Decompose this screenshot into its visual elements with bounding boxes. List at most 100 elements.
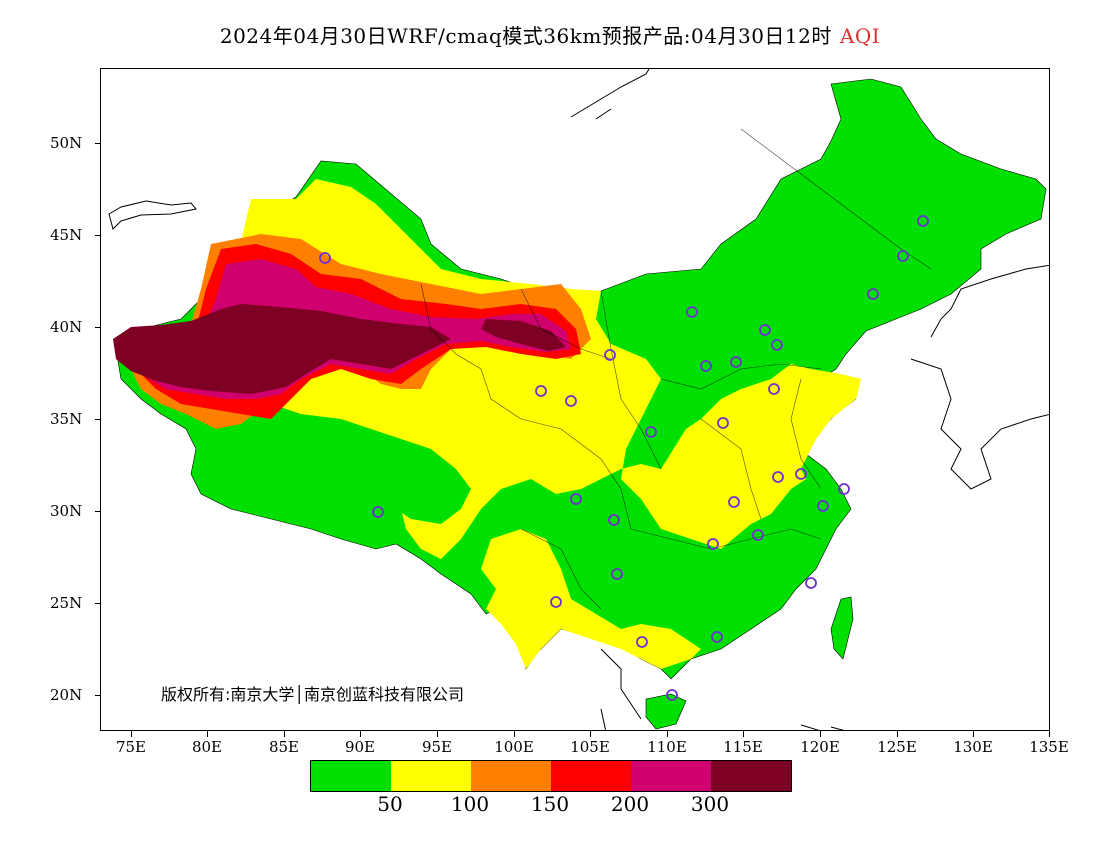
city-marker [867, 288, 879, 300]
city-marker [752, 529, 764, 541]
city-marker [805, 577, 817, 589]
x-label-125e: 125E [877, 738, 917, 756]
indochina-coast [600, 648, 642, 730]
x-tick [1049, 731, 1050, 737]
city-marker [611, 568, 623, 580]
west-lake-outline [108, 200, 197, 230]
x-label-135e: 135E [1029, 738, 1069, 756]
title-text: 2024年04月30日WRF/cmaq模式36km预报产品:04月30日12时 [219, 24, 832, 48]
legend-label-150: 150 [530, 792, 570, 816]
x-label-105e: 105E [570, 738, 610, 756]
city-marker [707, 538, 719, 550]
x-label-130e: 130E [953, 738, 993, 756]
north-coastline [570, 69, 650, 120]
aqi-map [108, 69, 1049, 730]
legend-swatch-very-unhealthy [631, 761, 711, 791]
x-tick [743, 731, 744, 737]
city-marker [319, 252, 331, 264]
x-tick [131, 731, 132, 737]
city-marker [717, 417, 729, 429]
legend-swatch-usg [471, 761, 551, 791]
map-title: 2024年04月30日WRF/cmaq模式36km预报产品:04月30日12时 A… [0, 20, 1100, 49]
city-marker [535, 385, 547, 397]
x-tick [820, 731, 821, 737]
y-label-40n: 40N [50, 318, 83, 336]
city-markers [319, 215, 929, 701]
y-label-20n: 20N [50, 686, 83, 704]
city-marker [772, 471, 784, 483]
city-marker [795, 468, 807, 480]
city-marker [768, 383, 780, 395]
city-marker [711, 631, 723, 643]
y-tick [95, 327, 101, 328]
legend-swatch-good [311, 761, 391, 791]
x-label-100e: 100E [494, 738, 534, 756]
city-marker [700, 360, 712, 372]
korea-japan-coast [910, 264, 1049, 490]
city-marker [817, 500, 829, 512]
x-tick [437, 731, 438, 737]
aqi-zone-moderate-sw [481, 529, 701, 669]
city-marker [730, 356, 742, 368]
x-tick [590, 731, 591, 737]
y-label-50n: 50N [50, 134, 83, 152]
legend-swatch-unhealthy [551, 761, 631, 791]
city-marker [372, 506, 384, 518]
city-marker [550, 596, 562, 608]
aqi-legend [310, 760, 792, 792]
x-label-80e: 80E [191, 738, 223, 756]
city-marker [897, 250, 909, 262]
legend-swatch-moderate [391, 761, 471, 791]
y-tick [95, 419, 101, 420]
x-label-115e: 115E [723, 738, 763, 756]
x-tick [667, 731, 668, 737]
city-marker [917, 215, 929, 227]
philippines-coast [800, 724, 845, 730]
y-label-45n: 45N [50, 226, 83, 244]
y-label-35n: 35N [50, 410, 83, 428]
china-aqi-field [113, 78, 1047, 730]
aqi-zone-good-tibet [196, 399, 471, 524]
city-marker [666, 689, 678, 701]
city-marker [771, 339, 783, 351]
y-tick [95, 235, 101, 236]
x-label-85e: 85E [268, 738, 300, 756]
hainan [645, 693, 687, 730]
legend-label-200: 200 [610, 792, 650, 816]
legend-label-100: 100 [450, 792, 490, 816]
city-marker [728, 496, 740, 508]
city-marker [608, 514, 620, 526]
title-variable: AQI [839, 24, 881, 48]
x-tick [284, 731, 285, 737]
city-marker [686, 306, 698, 318]
x-label-75e: 75E [115, 738, 147, 756]
city-marker [604, 349, 616, 361]
x-tick [514, 731, 515, 737]
city-marker [570, 493, 582, 505]
city-marker [759, 324, 771, 336]
legend-swatch-hazardous [711, 761, 791, 791]
x-label-110e: 110E [647, 738, 687, 756]
copyright-text: 版权所有:南京大学│南京创蓝科技有限公司 [161, 685, 465, 704]
x-label-90e: 90E [344, 738, 376, 756]
map-panel[interactable]: 版权所有:南京大学│南京创蓝科技有限公司 [100, 68, 1050, 731]
y-label-25n: 25N [50, 594, 83, 612]
x-tick [897, 731, 898, 737]
aqi-zone-hazardous-east [481, 319, 566, 351]
city-marker [565, 395, 577, 407]
aqi-zone-hazardous [113, 304, 451, 394]
legend-label-50: 50 [377, 792, 403, 816]
taiwan [830, 596, 854, 660]
y-tick [95, 143, 101, 144]
city-marker [645, 426, 657, 438]
x-tick [973, 731, 974, 737]
x-tick [360, 731, 361, 737]
x-tick [207, 731, 208, 737]
legend-label-300: 300 [690, 792, 730, 816]
city-marker [838, 483, 850, 495]
y-tick [95, 511, 101, 512]
x-label-120e: 120E [800, 738, 840, 756]
y-label-30n: 30N [50, 502, 83, 520]
y-tick [95, 603, 101, 604]
y-tick [95, 695, 101, 696]
